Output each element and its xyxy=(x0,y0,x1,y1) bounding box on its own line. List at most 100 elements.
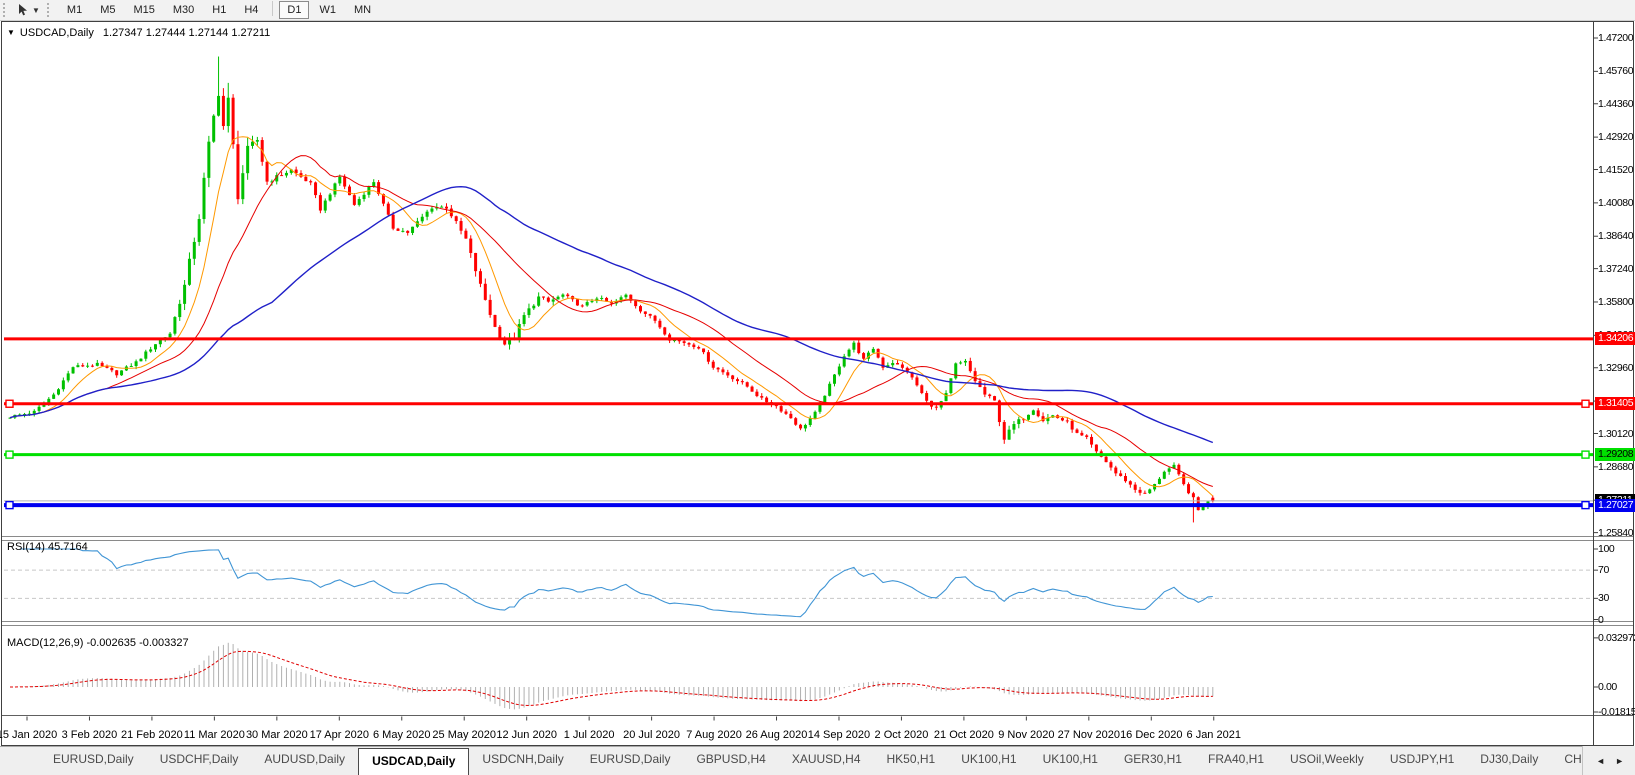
candle-body xyxy=(1022,419,1026,421)
price-tick-label: 1.47200 xyxy=(1598,32,1634,44)
candle-body xyxy=(881,357,885,368)
candle-body xyxy=(561,294,565,297)
candle-body xyxy=(672,340,676,342)
candle-body xyxy=(634,300,638,307)
candle-body xyxy=(401,230,405,232)
tab-hk50-h1[interactable]: HK50,H1 xyxy=(886,752,936,766)
tab-xauusd-h4[interactable]: XAUUSD,H4 xyxy=(791,752,861,766)
tab-dj30-daily[interactable]: DJ30,Daily xyxy=(1480,752,1539,766)
candle-body xyxy=(1041,416,1045,422)
candle-body xyxy=(925,393,929,401)
timeframe-button-m30[interactable]: M30 xyxy=(172,4,195,16)
timeframe-button-mn[interactable]: MN xyxy=(353,4,372,16)
candle-body xyxy=(493,314,497,327)
date-label: 27 Nov 2020 xyxy=(1057,729,1120,741)
tab-usdchf-daily[interactable]: USDCHF,Daily xyxy=(159,752,239,766)
candle-body xyxy=(352,195,356,205)
candle-body xyxy=(891,363,895,366)
candle-body xyxy=(221,95,225,127)
candle-body xyxy=(149,349,153,352)
candle-body xyxy=(32,410,36,414)
toolbar-grip[interactable] xyxy=(3,3,9,17)
candle-body xyxy=(1138,489,1142,493)
tab-fra40-h1[interactable]: FRA40,H1 xyxy=(1207,752,1265,766)
candle-body xyxy=(842,356,846,367)
tab-usoil-weekly[interactable]: USOil,Weekly xyxy=(1290,752,1364,766)
macd-label: MACD(12,26,9) -0.002635 -0.003327 xyxy=(7,637,189,649)
timeframe-button-h4[interactable]: H4 xyxy=(244,4,259,16)
timeframe-button-m1[interactable]: M1 xyxy=(66,4,83,16)
candle-body xyxy=(658,320,662,328)
candle-body xyxy=(920,385,924,394)
candle-body xyxy=(1187,484,1191,494)
candle-body xyxy=(323,200,327,211)
candle-body xyxy=(803,424,807,429)
candle-body xyxy=(808,418,812,425)
line-handle[interactable] xyxy=(1581,500,1590,510)
rsi-scale-label: 100 xyxy=(1598,543,1615,555)
date-label: 25 May 2020 xyxy=(432,729,497,741)
collapse-triangle-icon[interactable]: ▼ xyxy=(7,28,15,37)
price-tick-label: 1.30120 xyxy=(1598,427,1634,440)
tab-eurusd-daily[interactable]: EURUSD,Daily xyxy=(589,752,671,766)
candle-body xyxy=(362,194,366,200)
chart-cursor-icon[interactable] xyxy=(14,2,32,18)
candle-body xyxy=(721,369,725,373)
line-handle[interactable] xyxy=(5,450,14,459)
line-handle[interactable] xyxy=(5,399,14,408)
candle-body xyxy=(813,411,817,419)
tab-gbpusd-h4[interactable]: GBPUSD,H4 xyxy=(696,752,766,766)
timeframe-button-h1[interactable]: H1 xyxy=(212,4,227,16)
price-tick-label: 1.32960 xyxy=(1598,361,1634,374)
dropdown-caret-icon[interactable]: ▼ xyxy=(32,5,40,15)
candle-body xyxy=(1172,464,1176,469)
candle-body xyxy=(275,175,279,182)
candle-body xyxy=(934,406,938,408)
candle-body xyxy=(52,394,56,399)
candle-body xyxy=(411,226,415,233)
candle-body xyxy=(711,361,715,368)
candle-body xyxy=(294,169,298,174)
candle-body xyxy=(381,194,385,204)
candle-body xyxy=(1075,429,1079,433)
timeframe-button-d1[interactable]: D1 xyxy=(279,1,310,19)
tab-ger30-h1[interactable]: GER30,H1 xyxy=(1123,752,1182,766)
tabs-scroll-left-icon[interactable]: ◄ xyxy=(1596,755,1606,766)
tab-audusd-daily[interactable]: AUDUSD,Daily xyxy=(264,752,346,766)
candle-body xyxy=(391,214,395,229)
candle-body xyxy=(716,367,720,370)
candle-body xyxy=(474,252,478,272)
date-label: 7 Aug 2020 xyxy=(686,729,742,741)
candle-body xyxy=(508,337,512,345)
candle-body xyxy=(1036,410,1040,417)
tab-uk100-h1[interactable]: UK100,H1 xyxy=(961,752,1017,766)
candle-body xyxy=(900,364,904,368)
candle-body xyxy=(1104,456,1108,463)
candle-body xyxy=(236,144,240,200)
candle-body xyxy=(377,182,381,195)
tab-usdcnh-daily[interactable]: USDCNH,Daily xyxy=(482,752,564,766)
toolbar-grip[interactable] xyxy=(46,3,53,17)
date-label: 2 Oct 2020 xyxy=(874,729,929,741)
tab-usdjpy-h1[interactable]: USDJPY,H1 xyxy=(1389,752,1455,766)
tab-eurusd-daily[interactable]: EURUSD,Daily xyxy=(53,752,134,766)
tab-usdcad-daily[interactable]: USDCAD,Daily xyxy=(358,748,470,775)
candle-body xyxy=(745,382,749,387)
line-handle[interactable] xyxy=(1581,450,1590,459)
timeframe-button-m5[interactable]: M5 xyxy=(100,4,116,16)
candle-body xyxy=(949,378,953,394)
timeframe-button-m15[interactable]: M15 xyxy=(133,4,155,16)
candle-body xyxy=(445,206,448,209)
line-handle[interactable] xyxy=(5,500,14,510)
rsi-scale-label: 0 xyxy=(1598,613,1604,626)
tabs-scroll-right-icon[interactable]: ► xyxy=(1615,755,1624,766)
tab-uk100-h1[interactable]: UK100,H1 xyxy=(1042,752,1098,766)
timeframe-button-w1[interactable]: W1 xyxy=(319,4,336,16)
candle-body xyxy=(837,366,841,375)
line-handle[interactable] xyxy=(1581,399,1590,408)
candle-body xyxy=(134,361,138,366)
candle-body xyxy=(343,176,347,187)
price-tick-label: 1.45760 xyxy=(1598,65,1634,78)
date-label: 21 Oct 2020 xyxy=(933,729,994,741)
